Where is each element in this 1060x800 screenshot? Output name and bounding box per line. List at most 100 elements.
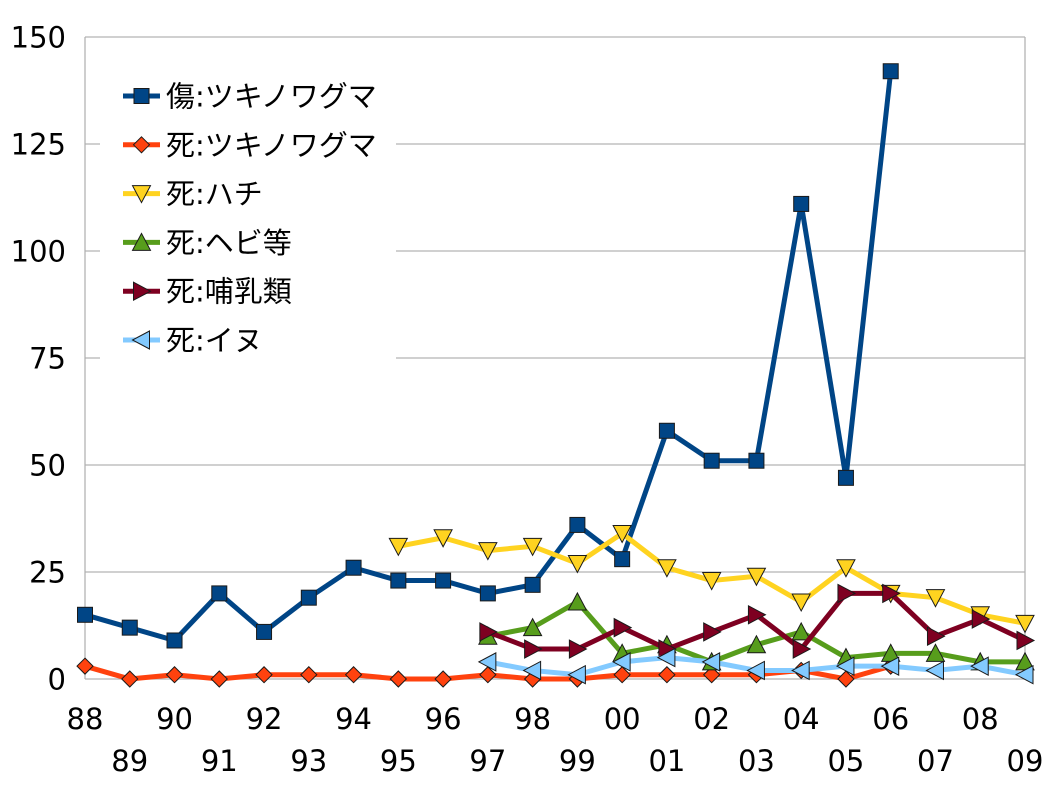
legend-swatch-marker <box>131 232 152 251</box>
series-4-point-98 <box>522 617 543 637</box>
series-2-point-92 <box>255 666 273 684</box>
x-tick-label: 98 <box>514 702 551 736</box>
series-1-point-99 <box>569 516 586 533</box>
series-1-point-92 <box>256 623 273 640</box>
series-3-point-02 <box>701 572 722 591</box>
x-tick-label: 91 <box>201 744 238 778</box>
series-1-point-02 <box>703 452 720 469</box>
series-3-point-97 <box>478 542 498 561</box>
legend-entry: 死:ハチ <box>123 177 263 211</box>
x-tick-label: 01 <box>648 744 685 778</box>
series-2-point-89 <box>121 670 139 688</box>
legend-swatch-marker <box>133 88 150 104</box>
y-tick-label: 50 <box>29 449 66 483</box>
series-2-point-88 <box>76 657 94 675</box>
series-6-point-98 <box>522 660 542 681</box>
series-5-point-07 <box>926 626 946 647</box>
legend-label: 死:ヘビ等 <box>166 226 292 260</box>
series-5-point-02 <box>703 622 722 642</box>
series-3-point-03 <box>746 567 767 587</box>
series-5-point-98 <box>524 639 543 659</box>
x-tick-label: 00 <box>604 702 641 736</box>
legend-entry: 死:ヘビ等 <box>123 226 292 260</box>
legend-entry: 死:哺乳類 <box>123 275 292 309</box>
y-tick-label: 125 <box>11 128 66 162</box>
y-tick-label: 75 <box>29 342 66 376</box>
series-6-point-09 <box>1014 664 1034 685</box>
series-1 <box>77 63 899 649</box>
series-4-point-04 <box>791 621 812 641</box>
x-tick-label: 08 <box>962 702 999 736</box>
y-tick-label: 25 <box>29 556 66 590</box>
series-2-point-01 <box>658 666 676 684</box>
x-tick-label: 97 <box>469 744 506 778</box>
x-tick-label: 02 <box>693 702 730 736</box>
legend-label: 死:哺乳類 <box>166 275 292 309</box>
x-tick-label: 93 <box>290 744 327 778</box>
series-2-point-90 <box>165 666 184 684</box>
x-tick-label: 88 <box>67 702 104 736</box>
series-6 <box>477 647 1034 685</box>
series-5-point-06 <box>882 583 901 604</box>
series-3-point-99 <box>567 554 588 574</box>
series-1-point-06 <box>882 63 899 80</box>
series-3-point-05 <box>836 559 856 578</box>
series-1-point-05 <box>837 469 854 486</box>
series-6-point-01 <box>656 647 676 668</box>
series-6-point-06 <box>880 656 900 676</box>
series-1-point-96 <box>435 572 452 589</box>
series-5-point-09 <box>1016 630 1036 651</box>
series-6-point-08 <box>970 656 989 676</box>
series-4-point-07 <box>925 643 946 662</box>
series-1-point-97 <box>479 585 496 602</box>
series-2-point-93 <box>300 666 318 684</box>
series-2-point-05 <box>837 670 855 688</box>
series-3-point-95 <box>388 537 409 557</box>
x-tick-label: 05 <box>827 744 864 778</box>
series-1-point-88 <box>77 606 93 623</box>
series-1-point-91 <box>211 585 228 602</box>
series-1-point-90 <box>166 632 183 649</box>
x-tick-label: 95 <box>380 744 417 778</box>
series-layer <box>76 63 1036 688</box>
legend-swatch-marker <box>131 330 150 350</box>
legend-label: 死:イヌ <box>166 324 263 358</box>
series-1-point-98 <box>524 576 541 593</box>
y-tick-label: 100 <box>11 235 66 269</box>
series-1-point-01 <box>658 422 675 439</box>
legend-swatch-marker <box>131 185 152 204</box>
series-5-point-04 <box>792 639 812 659</box>
x-tick-label: 92 <box>246 702 283 736</box>
series-5-point-00 <box>613 617 633 638</box>
series-1-point-94 <box>345 559 362 576</box>
series-6-point-97 <box>477 652 497 672</box>
series-2-point-91 <box>210 670 228 688</box>
series-5-point-03 <box>747 604 767 625</box>
series-6-point-05 <box>835 656 855 676</box>
y-tick-label: 150 <box>11 21 66 55</box>
x-tick-label: 03 <box>738 744 775 778</box>
series-5-point-05 <box>837 583 857 604</box>
x-tick-label: 09 <box>1007 744 1044 778</box>
x-tick-label: 07 <box>917 744 954 778</box>
series-2-point-94 <box>344 666 363 684</box>
series-2-point-97 <box>479 666 497 684</box>
series-3-point-00 <box>612 524 632 544</box>
series-5-point-99 <box>568 639 588 659</box>
legend-label: 死:ハチ <box>166 177 263 211</box>
series-2-point-95 <box>389 670 408 688</box>
x-tick-label: 99 <box>559 744 596 778</box>
y-axis-tick-labels: 0 25 50 75 100 125 150 <box>11 21 66 697</box>
series-6-point-03 <box>746 660 765 681</box>
legend-swatch-marker <box>132 136 151 154</box>
series-1-point-93 <box>300 589 317 606</box>
series-6-point-04 <box>791 660 810 681</box>
series-3-point-04 <box>791 593 812 613</box>
x-tick-label: 06 <box>872 702 909 736</box>
series-3-point-01 <box>657 559 677 578</box>
series-1-point-04 <box>793 195 810 212</box>
series-5 <box>479 583 1036 659</box>
series-3-point-07 <box>925 589 946 608</box>
series-3 <box>388 524 1035 634</box>
